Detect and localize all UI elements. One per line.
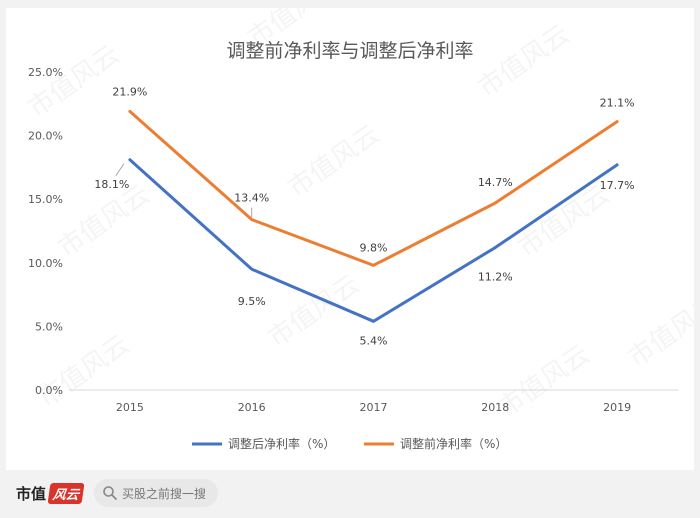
series-line-adjusted-before: [128, 109, 619, 267]
series-line-adjusted-after: [128, 158, 619, 323]
data-label: 21.9%: [112, 85, 147, 98]
data-label: 9.5%: [238, 295, 266, 308]
data-label: 13.4%: [234, 192, 269, 205]
watermark-text: 市值风云: [23, 39, 125, 123]
y-tick-label: 5.0%: [35, 320, 63, 333]
y-tick-label: 20.0%: [28, 130, 63, 143]
data-labels: 18.1% 9.5% 5.4% 11.2% 17.7% 21.9% 13.4% 9.8% 14.…: [94, 85, 634, 347]
label-leader-line: [115, 163, 125, 177]
brand-logo: 市值 风云: [16, 483, 85, 504]
chart-title: 调整前净利率与调整后净利率: [226, 40, 473, 62]
footer-bar: 市值 风云 买股之前搜一搜: [0, 470, 700, 518]
watermark-text: 市值风云: [283, 119, 385, 203]
y-tick-label: 25.0%: [28, 66, 63, 79]
search-icon: [103, 486, 117, 500]
watermark-text: 市值风云: [513, 179, 615, 263]
data-label: 9.8%: [360, 241, 388, 254]
data-label: 18.1%: [94, 178, 129, 191]
x-tick-label: 2018: [481, 401, 509, 414]
brand-text: 市值: [16, 485, 47, 503]
watermark-text: 市值风云: [623, 289, 694, 373]
chart-card: 市值风云 市值风云 市值风云 市值风云 市值风云 市值风云 市值风云 市值风云 市值风云 市值风云…: [6, 8, 694, 470]
series-layer: [128, 109, 619, 323]
watermark-text: 市值风云: [53, 179, 155, 263]
data-label: 17.7%: [600, 179, 635, 192]
y-tick-label: 0.0%: [35, 384, 63, 397]
brand-badge: 风云: [47, 483, 85, 504]
data-label: 21.1%: [600, 97, 635, 110]
legend-entry: 调整前净利率（%）: [400, 436, 507, 451]
x-tick-label: 2019: [603, 401, 631, 414]
y-tick-label: 10.0%: [28, 257, 63, 270]
x-tick-label: 2017: [360, 401, 388, 414]
x-tick-label: 2016: [238, 401, 266, 414]
y-axis-ticks: 0.0% 5.0% 10.0% 15.0% 20.0% 25.0%: [28, 66, 63, 397]
legend: 调整后净利率（%） 调整前净利率（%）: [192, 436, 507, 451]
x-tick-label: 2015: [116, 401, 144, 414]
legend-entry: 调整后净利率（%）: [228, 436, 335, 451]
data-label: 5.4%: [360, 334, 388, 347]
line-chart: 市值风云市值风云市值风云市值风云市值风云市值风云市值风云市值风云市值风云市值风云…: [23, 8, 694, 451]
data-label: 14.7%: [478, 176, 513, 189]
search-box[interactable]: 买股之前搜一搜: [94, 479, 218, 507]
y-tick-label: 15.0%: [28, 193, 63, 206]
search-placeholder: 买股之前搜一搜: [122, 486, 207, 501]
x-axis-ticks: 2015 2016 2017 2018 2019: [116, 401, 631, 414]
watermark-text: 市值风云: [473, 19, 575, 103]
data-label: 11.2%: [478, 271, 513, 284]
